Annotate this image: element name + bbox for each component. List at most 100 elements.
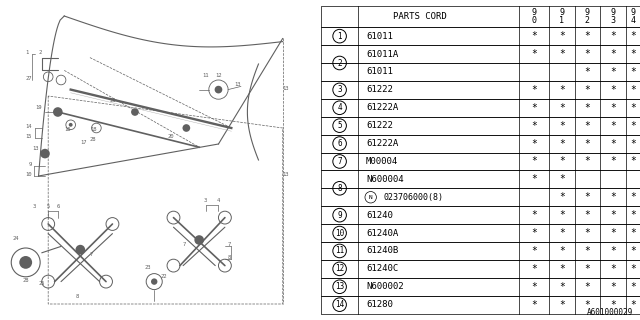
Text: *: * (610, 31, 616, 41)
Text: *: * (584, 210, 590, 220)
Text: N: N (369, 195, 372, 200)
Text: *: * (610, 85, 616, 95)
Text: *: * (630, 121, 636, 131)
Text: 7: 7 (183, 243, 186, 247)
Text: 61240B: 61240B (366, 246, 398, 255)
Text: *: * (531, 103, 537, 113)
Text: *: * (584, 121, 590, 131)
Text: *: * (630, 246, 636, 256)
Text: *: * (584, 49, 590, 59)
Text: *: * (559, 121, 565, 131)
Text: 10: 10 (26, 172, 32, 177)
Text: 18: 18 (90, 127, 97, 132)
Text: 12: 12 (215, 73, 221, 78)
Text: 61222: 61222 (366, 85, 393, 94)
Text: PARTS CORD: PARTS CORD (393, 12, 447, 21)
Text: *: * (610, 139, 616, 148)
Text: *: * (559, 139, 565, 148)
Text: 61240: 61240 (366, 211, 393, 220)
Text: 8: 8 (337, 184, 342, 193)
Text: 20: 20 (167, 134, 173, 139)
Circle shape (131, 108, 139, 116)
Text: 9
2: 9 2 (585, 8, 590, 26)
Text: *: * (630, 300, 636, 310)
Text: *: * (630, 49, 636, 59)
Text: *: * (531, 85, 537, 95)
Text: 61011: 61011 (366, 32, 393, 41)
Text: 11: 11 (335, 246, 344, 255)
Text: 5: 5 (47, 204, 50, 209)
Text: *: * (559, 210, 565, 220)
Text: *: * (630, 228, 636, 238)
Text: *: * (610, 300, 616, 310)
Text: 61240C: 61240C (366, 264, 398, 273)
Text: 4: 4 (217, 197, 220, 203)
Text: 3: 3 (204, 197, 207, 203)
Text: *: * (584, 156, 590, 166)
Text: 19: 19 (35, 105, 42, 110)
Text: *: * (584, 246, 590, 256)
Text: *: * (559, 156, 565, 166)
Text: 9
4: 9 4 (630, 8, 636, 26)
Text: 16: 16 (64, 127, 71, 132)
Text: *: * (584, 228, 590, 238)
Text: *: * (559, 31, 565, 41)
Text: 61011A: 61011A (366, 50, 398, 59)
Text: 22: 22 (161, 274, 167, 279)
Text: 10: 10 (335, 228, 344, 237)
Text: *: * (610, 192, 616, 202)
Text: 6: 6 (56, 204, 60, 209)
Text: 24: 24 (13, 236, 19, 241)
Text: *: * (610, 49, 616, 59)
Text: 15: 15 (26, 134, 32, 139)
Text: 61011: 61011 (366, 68, 393, 76)
Text: *: * (584, 67, 590, 77)
Text: 13: 13 (335, 282, 344, 291)
Text: 2: 2 (337, 59, 342, 68)
Circle shape (19, 256, 32, 269)
Text: *: * (531, 228, 537, 238)
Circle shape (151, 278, 157, 285)
Text: 61222A: 61222A (366, 139, 398, 148)
Text: *: * (630, 31, 636, 41)
Text: 2: 2 (38, 50, 42, 55)
Text: *: * (584, 31, 590, 41)
Text: 7: 7 (90, 252, 93, 257)
Text: 12: 12 (335, 264, 344, 273)
Text: *: * (559, 246, 565, 256)
Text: *: * (531, 139, 537, 148)
Text: 61222: 61222 (366, 121, 393, 130)
Text: 9
0: 9 0 (532, 8, 536, 26)
Text: 13: 13 (283, 85, 289, 91)
Text: *: * (630, 282, 636, 292)
Text: 3: 3 (32, 204, 35, 209)
Text: *: * (531, 174, 537, 184)
Text: 4: 4 (337, 103, 342, 112)
Text: *: * (610, 264, 616, 274)
Text: *: * (630, 85, 636, 95)
Text: 21: 21 (109, 98, 116, 103)
Text: *: * (630, 192, 636, 202)
Text: 14: 14 (335, 300, 344, 309)
Text: 61280: 61280 (366, 300, 393, 309)
Text: *: * (559, 228, 565, 238)
Text: *: * (584, 85, 590, 95)
Text: 28: 28 (90, 137, 97, 142)
Text: *: * (610, 156, 616, 166)
Text: *: * (559, 264, 565, 274)
Text: 1: 1 (26, 50, 29, 55)
Text: *: * (584, 192, 590, 202)
Text: *: * (610, 67, 616, 77)
Text: *: * (559, 85, 565, 95)
Text: *: * (630, 103, 636, 113)
Text: 61222A: 61222A (366, 103, 398, 112)
Text: *: * (531, 210, 537, 220)
Circle shape (68, 123, 72, 127)
Text: *: * (584, 282, 590, 292)
Text: *: * (531, 300, 537, 310)
Text: *: * (531, 49, 537, 59)
Text: M00004: M00004 (366, 157, 398, 166)
Text: 9
1: 9 1 (559, 8, 564, 26)
Text: 28: 28 (22, 277, 29, 283)
Text: 13: 13 (234, 82, 241, 87)
